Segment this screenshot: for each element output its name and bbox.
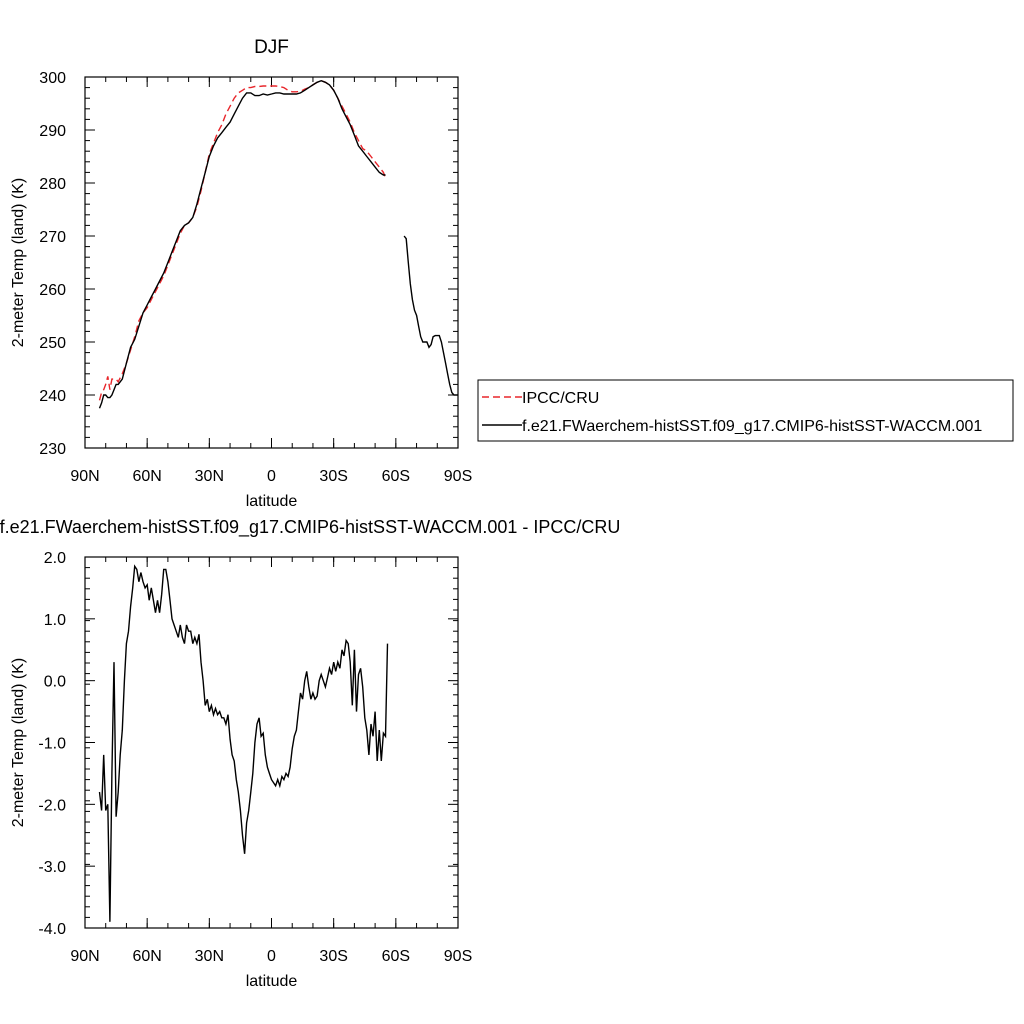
chart-panel-0: DJF 90N 60N 30N 0 30S 60S 90S 230 240 250 260 270 280… <box>10 37 472 510</box>
x-tick-label: 60N <box>132 468 161 485</box>
chart-panel-1: f.e21.FWaerchem-histSST.f09_g17.CMIP6-hi… <box>0 517 620 990</box>
legend-label: f.e21.FWaerchem-histSST.f09_g17.CMIP6-hi… <box>522 418 982 435</box>
y-tick-label: 230 <box>39 441 66 458</box>
y-axis-label: 2-meter Temp (land) (K) <box>10 658 27 828</box>
chart-title: DJF <box>254 37 289 58</box>
y-tick-label: 1.0 <box>44 612 66 629</box>
series-line-1-segment-1 <box>403 235 458 396</box>
x-tick-label: 60N <box>132 948 161 965</box>
x-tick-label: 30S <box>319 468 347 485</box>
y-tick-label: 240 <box>39 388 66 405</box>
y-tick-label: -3.0 <box>38 859 66 876</box>
plot-frame <box>84 76 459 449</box>
y-tick-label: 260 <box>39 282 66 299</box>
x-tick-label: 60S <box>382 948 410 965</box>
x-tick-label: 30S <box>319 948 347 965</box>
x-tick-label: 90N <box>70 948 99 965</box>
x-tick-label: 30N <box>195 468 224 485</box>
x-tick-label: 30N <box>195 948 224 965</box>
chart-title: f.e21.FWaerchem-histSST.f09_g17.CMIP6-hi… <box>0 517 620 538</box>
y-tick-label: 300 <box>39 70 66 87</box>
y-tick-label: -2.0 <box>38 797 66 814</box>
y-tick-label: 250 <box>39 335 66 352</box>
y-tick-label: 270 <box>39 229 66 246</box>
y-tick-label: 0.0 <box>44 674 66 691</box>
series-line-0 <box>98 564 389 922</box>
x-axis-label: latitude <box>246 493 298 510</box>
legend-label: IPCC/CRU <box>522 390 599 407</box>
y-tick-label: 280 <box>39 176 66 193</box>
series-line-0 <box>98 79 387 401</box>
x-tick-label: 90N <box>70 468 99 485</box>
plot-frame <box>84 556 459 929</box>
x-tick-label: 0 <box>267 948 276 965</box>
y-tick-label: -4.0 <box>38 921 66 938</box>
legend-box <box>477 379 1014 442</box>
legend: IPCC/CRU f.e21.FWaerchem-histSST.f09_g17.… <box>477 379 1014 442</box>
x-tick-label: 60S <box>382 468 410 485</box>
minor-ticks <box>84 556 459 929</box>
x-axis-label: latitude <box>246 973 298 990</box>
minor-ticks <box>84 76 459 449</box>
x-tick-label: 0 <box>267 468 276 485</box>
x-tick-label: 90S <box>444 948 472 965</box>
y-tick-label: 2.0 <box>44 550 66 567</box>
series-line-1-segment-0 <box>98 79 386 409</box>
y-tick-label: -1.0 <box>38 736 66 753</box>
y-axis-label: 2-meter Temp (land) (K) <box>10 178 27 348</box>
x-tick-label: 90S <box>444 468 472 485</box>
y-tick-label: 290 <box>39 123 66 140</box>
